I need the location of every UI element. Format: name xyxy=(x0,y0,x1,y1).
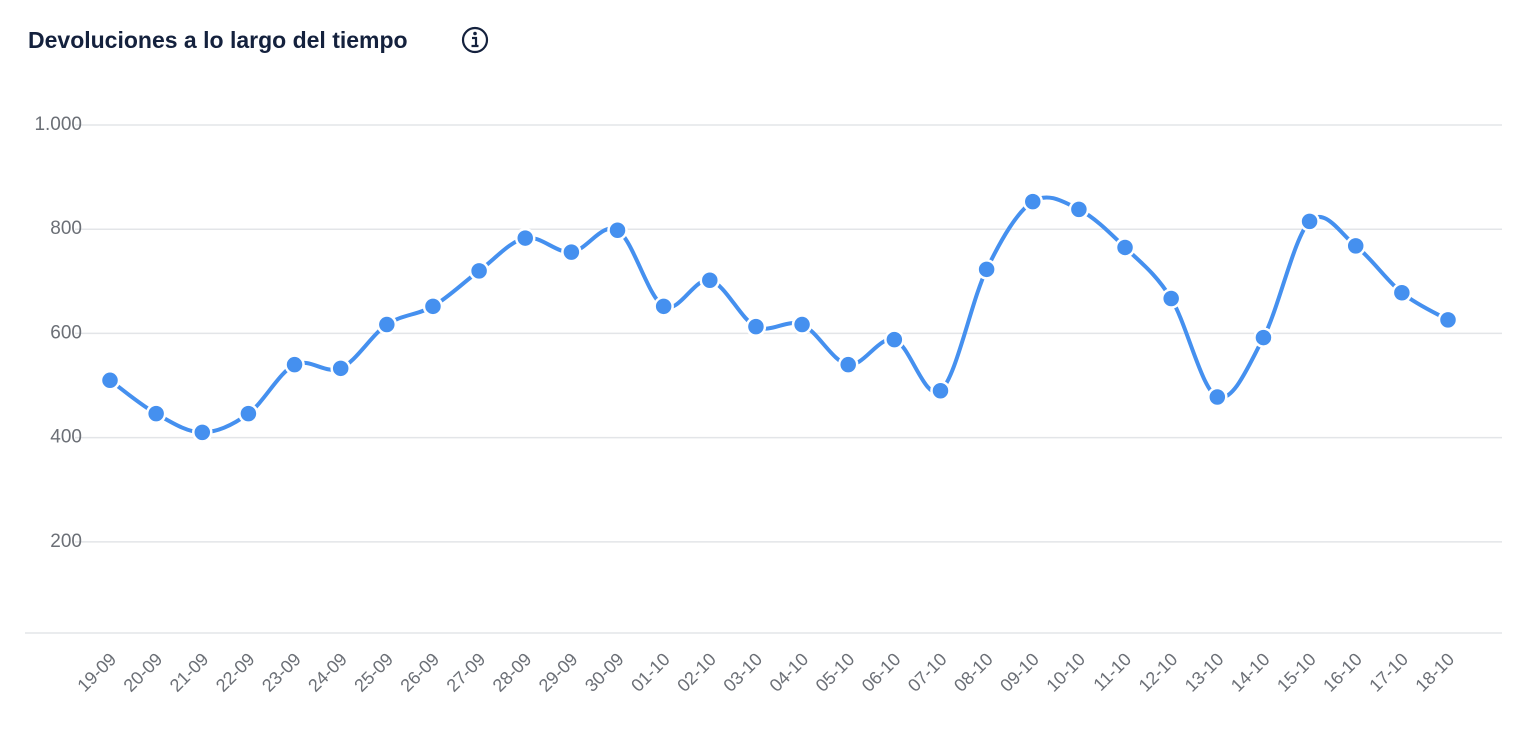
x-tick-label: 05-10 xyxy=(812,649,859,696)
point xyxy=(745,316,767,337)
point xyxy=(192,422,213,443)
x-tick-label: 11-10 xyxy=(1089,649,1135,695)
point xyxy=(1345,235,1366,257)
x-tick-label: 09-10 xyxy=(996,649,1043,696)
point xyxy=(1022,191,1044,212)
x-tick-label: 21-09 xyxy=(166,649,213,696)
y-tick-label: 800 xyxy=(50,218,82,239)
point xyxy=(468,260,490,282)
y-tick-label: 200 xyxy=(50,531,82,552)
info-icon[interactable] xyxy=(461,26,489,54)
point xyxy=(930,380,951,401)
x-tick-label: 18-10 xyxy=(1411,649,1458,696)
x-tick-label: 15-10 xyxy=(1273,649,1320,696)
point xyxy=(653,296,674,317)
x-tick-label: 24-09 xyxy=(304,649,351,696)
x-tick-label: 20-09 xyxy=(120,649,167,696)
x-tick-label: 17-10 xyxy=(1365,649,1412,696)
x-tick-label: 27-09 xyxy=(443,649,490,696)
point xyxy=(1068,199,1090,220)
point xyxy=(376,314,398,335)
point xyxy=(514,227,536,249)
x-tick-label: 01-10 xyxy=(627,649,674,696)
point xyxy=(1437,309,1459,331)
point xyxy=(607,219,628,241)
point xyxy=(561,241,582,263)
x-tick-label: 29-09 xyxy=(535,649,582,696)
x-tick-label: 30-09 xyxy=(581,649,628,696)
x-tick-label: 08-10 xyxy=(950,649,997,696)
point xyxy=(1207,386,1228,408)
point xyxy=(699,270,721,291)
point xyxy=(1391,282,1413,304)
point xyxy=(330,358,351,379)
point xyxy=(837,354,859,375)
x-tick-label: 03-10 xyxy=(719,649,766,696)
point xyxy=(791,314,813,335)
x-tick-label: 04-10 xyxy=(766,649,813,696)
x-tick-label: 06-10 xyxy=(858,649,905,696)
x-tick-label: 12-10 xyxy=(1135,649,1182,696)
x-tick-label: 02-10 xyxy=(673,649,720,696)
point xyxy=(238,403,259,424)
point xyxy=(1253,327,1274,348)
point xyxy=(976,259,997,280)
point xyxy=(284,354,305,375)
line xyxy=(108,195,1450,435)
x-tick-label: 23-09 xyxy=(258,649,305,696)
y-tick-label: 600 xyxy=(50,322,82,343)
x-tick-label: 16-10 xyxy=(1319,649,1366,696)
x-tick-label: 13-10 xyxy=(1181,649,1228,696)
y-tick-label: 400 xyxy=(50,427,82,448)
x-tick-label: 26-09 xyxy=(396,649,443,696)
point xyxy=(884,329,905,350)
x-tick-label: 19-09 xyxy=(73,649,120,696)
point xyxy=(1114,237,1136,258)
x-tick-label: 28-09 xyxy=(489,649,536,696)
point xyxy=(422,296,444,317)
chart-title: Devoluciones a lo largo del tiempo xyxy=(28,27,408,53)
point xyxy=(1160,288,1182,309)
x-tick-label: 14-10 xyxy=(1227,649,1274,696)
point xyxy=(145,403,167,424)
x-tick-label: 10-10 xyxy=(1042,649,1089,696)
point xyxy=(1299,211,1320,232)
x-tick-label: 07-10 xyxy=(904,649,951,696)
point xyxy=(99,370,121,391)
x-tick-label: 22-09 xyxy=(212,649,259,696)
y-tick-label: 1.000 xyxy=(34,114,82,135)
x-tick-label: 25-09 xyxy=(350,649,397,696)
